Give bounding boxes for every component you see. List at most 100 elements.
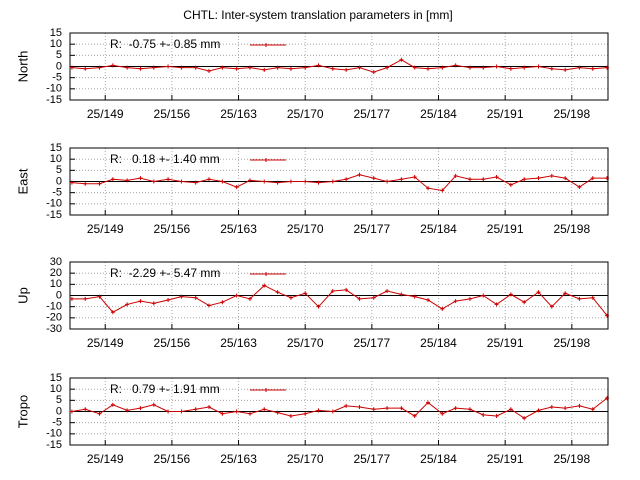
data-line (71, 174, 608, 191)
y-tick-label: 0 (56, 175, 62, 187)
data-point (330, 179, 335, 184)
data-point (125, 178, 130, 183)
data-point (590, 295, 595, 300)
data-point (110, 310, 115, 315)
data-point (440, 65, 445, 70)
data-point (590, 176, 595, 181)
data-point (316, 180, 321, 185)
y-tick-label: -15 (46, 94, 62, 106)
data-point (193, 295, 198, 300)
data-point (288, 413, 293, 418)
data-point (207, 303, 212, 308)
data-point (563, 176, 568, 181)
x-tick-label: 25/149 (87, 336, 124, 350)
data-point (385, 406, 390, 411)
data-point (234, 409, 239, 414)
data-point (357, 405, 362, 410)
data-point (151, 65, 156, 70)
data-point (357, 65, 362, 70)
data-point (166, 297, 171, 302)
x-tick-label: 25/177 (353, 336, 390, 350)
data-point (247, 411, 252, 416)
data-point (275, 410, 280, 415)
data-point (536, 290, 541, 295)
data-point (151, 179, 156, 184)
y-tick-label: 10 (50, 153, 62, 165)
data-point (522, 416, 527, 421)
data-point (179, 179, 184, 184)
data-point (110, 402, 115, 407)
data-point (83, 181, 88, 186)
data-point (275, 65, 280, 70)
x-tick-label: 25/163 (220, 107, 257, 121)
data-point (220, 300, 225, 305)
data-point (577, 403, 582, 408)
data-point (549, 304, 554, 309)
data-point (399, 292, 404, 297)
data-point (412, 175, 417, 180)
x-tick-label: 25/170 (287, 107, 324, 121)
data-point (536, 64, 541, 69)
data-point (138, 66, 143, 71)
data-point (303, 65, 308, 70)
data-point (494, 175, 499, 180)
x-tick-label: 25/163 (220, 452, 257, 466)
data-point (275, 180, 280, 185)
data-point (110, 63, 115, 68)
data-point (440, 411, 445, 416)
data-point (605, 176, 610, 181)
y-tick-label: -10 (46, 198, 62, 210)
x-tick-label: 25/170 (287, 452, 324, 466)
data-point (508, 292, 513, 297)
data-point (412, 413, 417, 418)
data-point (288, 295, 293, 300)
data-point (179, 294, 184, 299)
data-point (385, 179, 390, 184)
data-point (220, 179, 225, 184)
data-point (453, 299, 458, 304)
data-point (577, 65, 582, 70)
y-tick-label: -10 (46, 83, 62, 95)
data-point (234, 185, 239, 190)
y-tick-label: 5 (56, 164, 62, 176)
x-tick-label: 25/184 (420, 107, 457, 121)
y-tick-label: 30 (50, 256, 62, 268)
data-point (453, 63, 458, 68)
data-point (262, 179, 267, 184)
data-point (83, 296, 88, 301)
data-point (166, 409, 171, 414)
x-tick-label: 25/198 (553, 336, 590, 350)
data-point (330, 289, 335, 294)
data-point (151, 402, 156, 407)
data-point (426, 400, 431, 405)
data-point (357, 172, 362, 177)
data-point (563, 291, 568, 296)
data-point (69, 296, 74, 301)
data-point (220, 65, 225, 70)
data-point (330, 409, 335, 414)
x-tick-label: 25/156 (154, 452, 191, 466)
data-point (467, 65, 472, 70)
x-tick-label: 25/184 (420, 336, 457, 350)
data-point (125, 65, 130, 70)
x-tick-label: 25/163 (220, 222, 257, 236)
data-point (357, 296, 362, 301)
x-tick-label: 25/177 (353, 452, 390, 466)
x-tick-label: 25/191 (487, 222, 524, 236)
data-line (71, 59, 608, 73)
data-point (97, 181, 102, 186)
data-point (605, 396, 610, 401)
y-axis-label: Tropo (15, 395, 30, 428)
data-point (138, 176, 143, 181)
data-point (536, 176, 541, 181)
data-point (605, 313, 610, 318)
data-point (494, 413, 499, 418)
data-point (522, 177, 527, 182)
x-tick-label: 25/156 (154, 336, 191, 350)
data-point (193, 407, 198, 412)
data-point (549, 173, 554, 178)
data-point (344, 287, 349, 292)
data-point (453, 173, 458, 178)
data-line (71, 397, 608, 419)
x-tick-label: 25/149 (87, 107, 124, 121)
